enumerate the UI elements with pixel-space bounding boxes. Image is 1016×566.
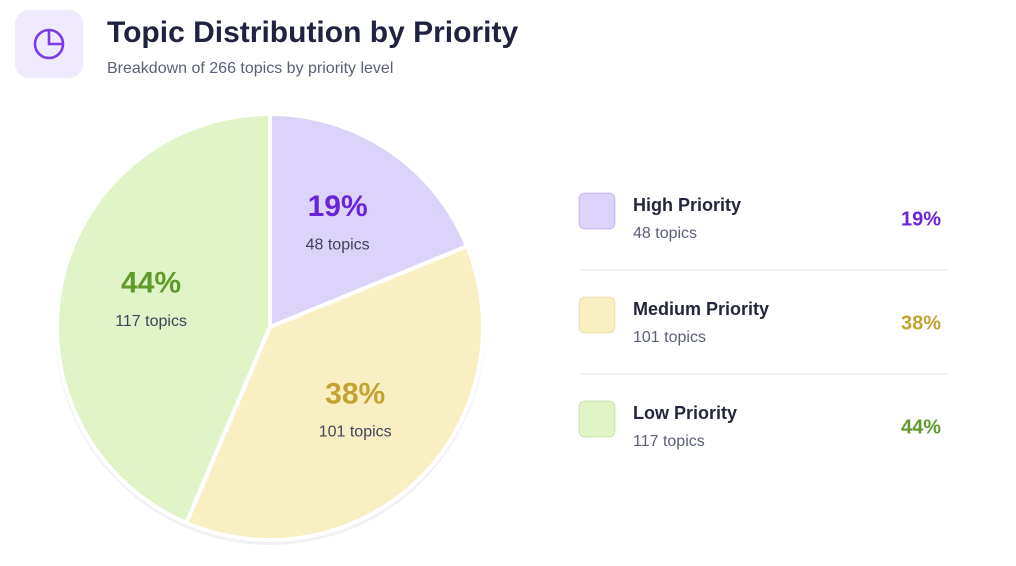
slice-percent: 38% [325,377,385,410]
slice-count: 101 topics [319,424,392,441]
legend-swatch [578,400,616,438]
legend-count: 117 topics [633,433,705,450]
legend-swatch [578,296,616,334]
legend-name: Low Priority [633,403,737,423]
slice-count: 117 topics [115,313,187,330]
pie: 19% 48 topics 38% 101 topics 44% 117 topics [55,112,485,545]
legend: High Priority 48 topics 19% Medium Priority… [578,192,948,450]
pie-slice [184,244,485,542]
title: Topic Distribution by Priority [107,16,518,49]
legend-percent: 38% [901,312,941,334]
legend-count: 48 topics [633,225,697,242]
legend-percent: 44% [901,416,941,438]
legend-percent: 19% [901,208,941,230]
slice-percent: 19% [308,190,368,223]
legend-name: High Priority [633,195,741,215]
legend-name: Medium Priority [633,299,769,319]
slice-count: 48 topics [306,236,370,253]
subtitle: Breakdown of 266 topics by priority leve… [107,60,393,77]
legend-swatch [578,192,616,230]
pie-slice [268,112,470,329]
slice-percent: 44% [121,267,181,300]
legend-count: 101 topics [633,329,706,346]
pie-slice [55,112,272,525]
header-icon [33,28,65,60]
